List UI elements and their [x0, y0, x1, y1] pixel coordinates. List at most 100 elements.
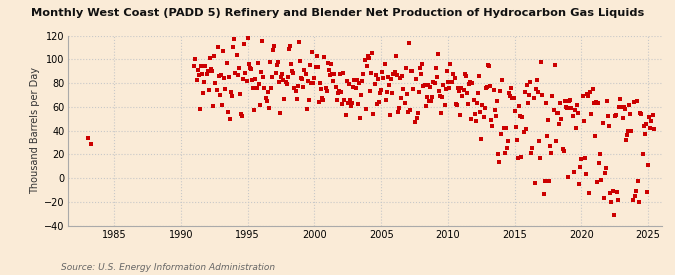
Point — [302, 79, 313, 83]
Point — [253, 82, 264, 86]
Point — [225, 117, 236, 121]
Point — [577, 94, 588, 98]
Point — [268, 48, 279, 52]
Point — [252, 60, 263, 65]
Point — [565, 98, 576, 103]
Point — [456, 86, 466, 90]
Point — [231, 53, 242, 57]
Point — [471, 100, 482, 105]
Point — [402, 110, 413, 114]
Point — [297, 77, 308, 81]
Point — [347, 101, 358, 106]
Point — [251, 85, 262, 90]
Point — [522, 83, 533, 87]
Point — [392, 73, 402, 78]
Point — [396, 96, 406, 100]
Point — [301, 107, 312, 111]
Point — [227, 94, 238, 98]
Point — [517, 115, 528, 119]
Point — [333, 89, 344, 93]
Point — [544, 178, 555, 183]
Point — [220, 86, 231, 91]
Point — [563, 175, 574, 179]
Point — [593, 101, 603, 105]
Point — [498, 126, 509, 130]
Point — [411, 116, 422, 121]
Point — [457, 94, 468, 98]
Text: Source: U.S. Energy Information Administration: Source: U.S. Energy Information Administ… — [61, 263, 275, 272]
Point — [624, 103, 634, 107]
Point — [541, 101, 551, 105]
Point — [323, 61, 333, 65]
Point — [594, 161, 605, 166]
Point — [459, 72, 470, 76]
Point — [218, 48, 229, 53]
Point — [86, 141, 97, 146]
Point — [206, 67, 217, 71]
Point — [500, 150, 510, 155]
Point — [612, 190, 622, 194]
Point — [399, 101, 410, 105]
Point — [481, 86, 491, 90]
Point — [329, 72, 340, 76]
Point — [271, 63, 282, 68]
Point — [294, 40, 304, 45]
Point — [222, 110, 233, 114]
Point — [198, 91, 209, 96]
Point — [560, 99, 570, 103]
Point — [318, 98, 329, 103]
Y-axis label: Thousand Barrels per Day: Thousand Barrels per Day — [30, 67, 40, 194]
Point — [409, 120, 420, 125]
Point — [493, 152, 504, 157]
Point — [351, 78, 362, 82]
Point — [249, 108, 260, 112]
Point — [397, 74, 408, 78]
Point — [623, 128, 634, 133]
Point — [292, 83, 303, 88]
Point — [603, 114, 614, 118]
Point — [360, 107, 371, 111]
Point — [299, 67, 310, 72]
Point — [641, 122, 651, 126]
Point — [437, 95, 448, 99]
Point — [478, 115, 489, 119]
Point — [527, 146, 538, 150]
Point — [234, 92, 245, 97]
Point — [487, 123, 498, 128]
Point — [357, 79, 368, 84]
Point — [525, 80, 536, 84]
Point — [625, 112, 636, 116]
Point — [574, 181, 585, 186]
Point — [446, 80, 457, 84]
Point — [502, 146, 512, 151]
Point — [539, 179, 550, 183]
Point — [286, 62, 296, 66]
Point — [373, 100, 384, 104]
Point — [381, 90, 392, 94]
Point — [585, 90, 596, 94]
Point — [225, 90, 236, 94]
Point — [246, 67, 256, 71]
Point — [449, 75, 460, 80]
Point — [304, 63, 315, 67]
Point — [560, 105, 571, 109]
Point — [430, 66, 441, 71]
Point — [627, 198, 638, 202]
Point — [294, 59, 305, 63]
Point — [628, 100, 639, 104]
Point — [315, 81, 325, 85]
Point — [497, 77, 508, 82]
Point — [515, 114, 526, 118]
Point — [248, 86, 259, 90]
Point — [414, 90, 425, 95]
Point — [630, 189, 641, 193]
Point — [406, 69, 416, 73]
Point — [354, 116, 365, 120]
Point — [278, 78, 289, 83]
Point — [643, 162, 653, 167]
Point — [467, 81, 478, 86]
Point — [598, 196, 609, 200]
Point — [282, 75, 293, 79]
Point — [284, 47, 294, 51]
Point — [378, 76, 389, 80]
